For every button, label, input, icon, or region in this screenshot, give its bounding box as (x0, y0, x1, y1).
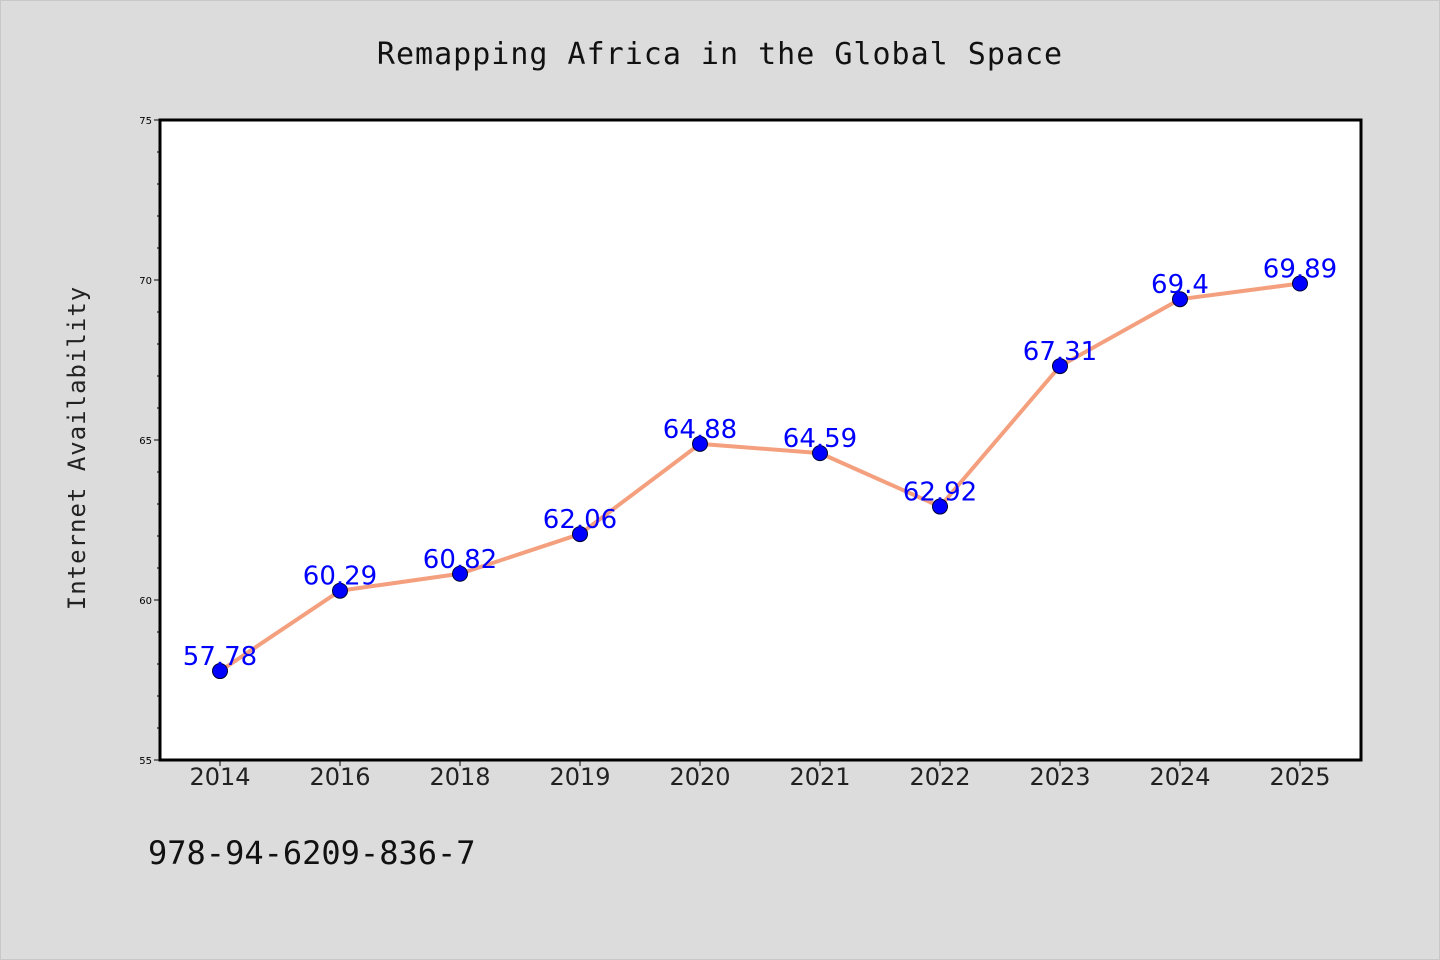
data-point (452, 565, 468, 582)
data-label: 67.31 (1023, 337, 1097, 367)
data-label: 60.29 (303, 562, 377, 592)
y-tick-label: 70 (139, 276, 152, 287)
data-label: 64.59 (783, 424, 857, 454)
x-tick-label: 2023 (1029, 763, 1090, 791)
x-axis-ticks: 2014 2016 2018 2019 2020 2021 2022 2023 2024 2025 (189, 760, 1331, 791)
x-tick-label: 2022 (909, 763, 970, 791)
data-label: 62.92 (903, 478, 977, 508)
x-tick-label: 2025 (1269, 763, 1330, 791)
isbn-text: 978-94-6209-836-7 (148, 834, 476, 872)
x-tick-label: 2014 (189, 763, 250, 791)
y-tick-label: 55 (139, 756, 152, 767)
data-point (692, 435, 708, 452)
data-label: 57.78 (183, 642, 257, 672)
x-tick-label: 2021 (789, 763, 850, 791)
data-label: 69.89 (1263, 255, 1337, 285)
data-point (812, 445, 828, 462)
x-tick-label: 2016 (309, 763, 370, 791)
y-tick-label: 65 (139, 436, 152, 447)
data-point (212, 663, 228, 680)
data-points-group (212, 275, 1308, 680)
series-line (218, 281, 1302, 674)
plot-area (158, 118, 1363, 762)
x-tick-label: 2020 (669, 763, 730, 791)
data-point (332, 582, 348, 599)
x-tick-label: 2018 (429, 763, 490, 791)
chart-title: Remapping Africa in the Global Space (377, 37, 1063, 72)
data-point (1292, 275, 1308, 292)
y-tick-label: 75 (139, 116, 152, 127)
y-axis-label: Internet Availability (63, 286, 91, 610)
data-label: 69.4 (1151, 270, 1209, 300)
data-point (932, 498, 948, 515)
x-tick-label: 2024 (1149, 763, 1210, 791)
data-point (572, 526, 588, 543)
data-labels-group: 57.78 60.29 60.82 62.06 64.88 64.59 62.92 67.31… (183, 255, 1337, 673)
data-label: 60.82 (423, 545, 497, 575)
y-axis-ticks: 55 60 65 70 75 (139, 116, 160, 767)
series-line-group (218, 281, 1302, 674)
data-label: 62.06 (543, 505, 617, 535)
data-label: 64.88 (663, 415, 737, 445)
data-point (1052, 358, 1068, 375)
data-point (1172, 291, 1188, 308)
y-tick-label: 60 (139, 596, 152, 607)
x-tick-label: 2019 (549, 763, 610, 791)
